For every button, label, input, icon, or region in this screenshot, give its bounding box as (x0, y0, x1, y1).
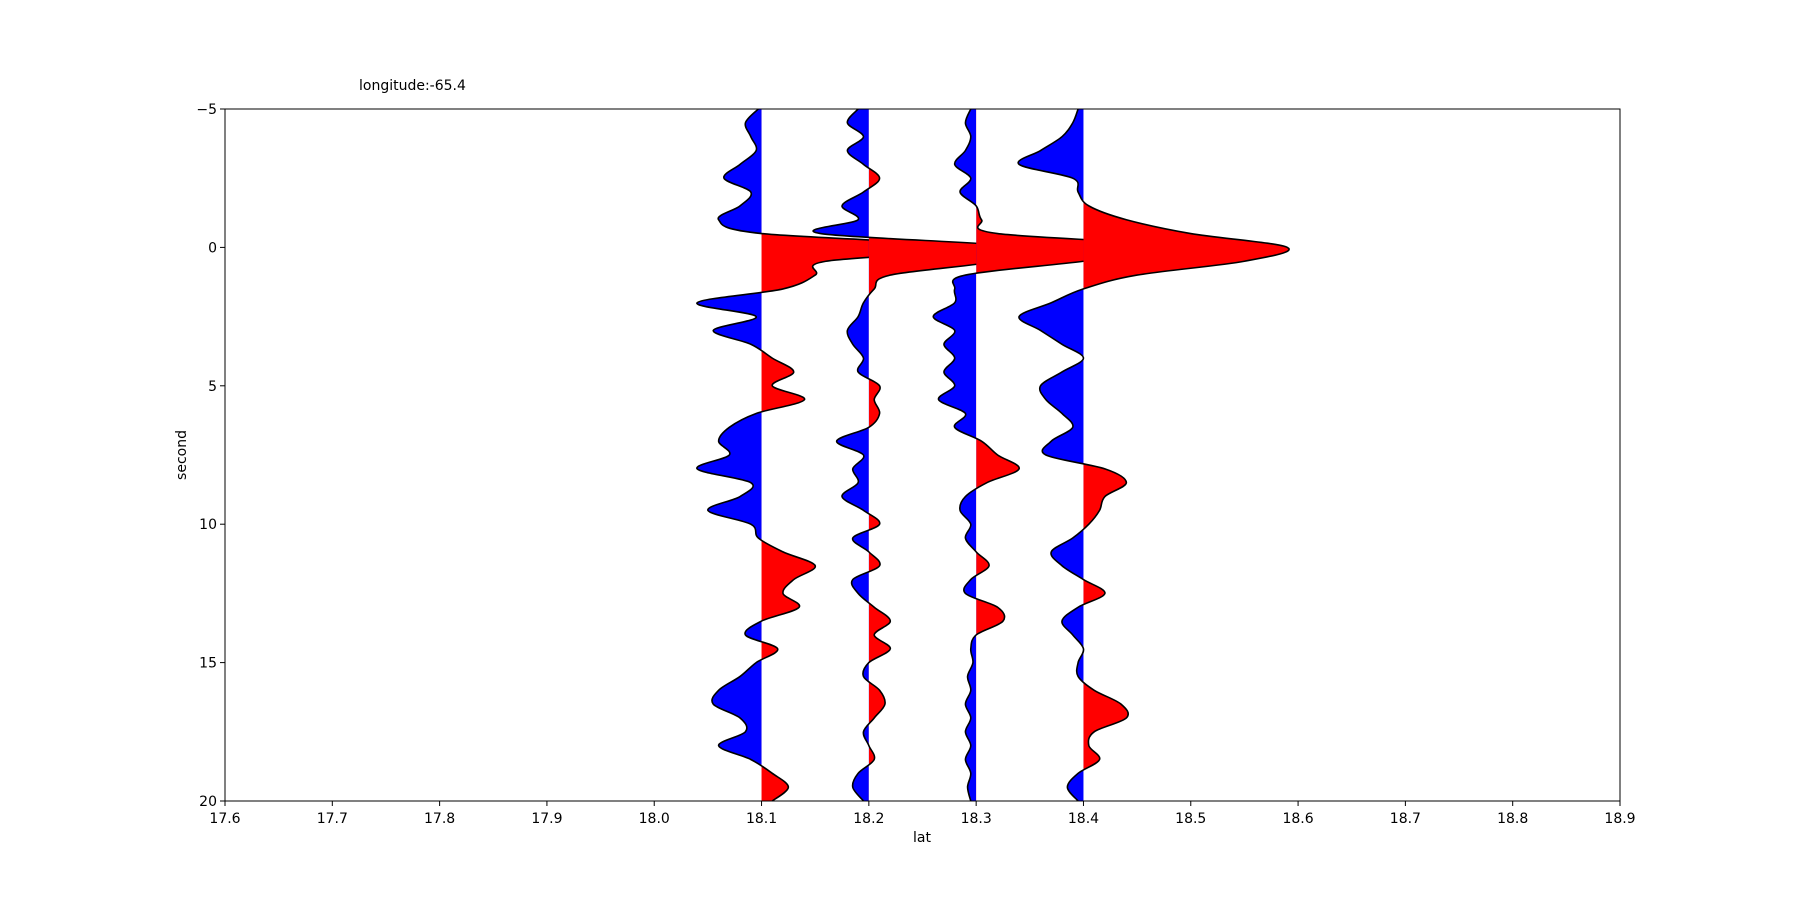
x-tick-label: 18.1 (746, 811, 777, 827)
trace-line (696, 108, 978, 802)
trace-line (812, 108, 1042, 802)
y-tick-label: −5 (196, 102, 217, 118)
chart-title: longitude:-65.4 (359, 78, 466, 94)
y-tick-label: 15 (199, 656, 217, 672)
trace-line (1017, 108, 1290, 802)
x-tick-label: 18.5 (1175, 811, 1206, 827)
x-tick-label: 18.9 (1604, 811, 1635, 827)
x-tick-label: 18.8 (1497, 811, 1528, 827)
positive-fill (868, 168, 1041, 765)
x-tick-label: 17.8 (424, 811, 455, 827)
negative-fill (1018, 109, 1084, 801)
x-tick-label: 17.6 (209, 811, 240, 827)
y-tick-label: 20 (199, 794, 217, 810)
x-tick-label: 18.3 (961, 811, 992, 827)
negative-fill (933, 109, 977, 801)
y-tick-label: 10 (199, 517, 217, 533)
x-tick-label: 18.6 (1282, 811, 1313, 827)
negative-fill (813, 109, 869, 801)
y-tick-label: 5 (208, 379, 217, 395)
y-tick-label: 0 (208, 240, 217, 256)
positive-fill (1083, 201, 1290, 770)
x-tick-label: 18.0 (639, 811, 670, 827)
plot-frame (224, 108, 1621, 802)
x-tick-label: 18.7 (1390, 811, 1421, 827)
x-tick-label: 18.2 (853, 811, 884, 827)
negative-fill (697, 109, 762, 801)
x-tick-label: 18.4 (1068, 811, 1099, 827)
x-tick-label: 17.7 (317, 811, 348, 827)
x-axis-label: lat (913, 830, 931, 846)
y-axis-label: second (174, 430, 190, 480)
trace-line (932, 108, 1194, 802)
x-tick-label: 17.9 (531, 811, 562, 827)
